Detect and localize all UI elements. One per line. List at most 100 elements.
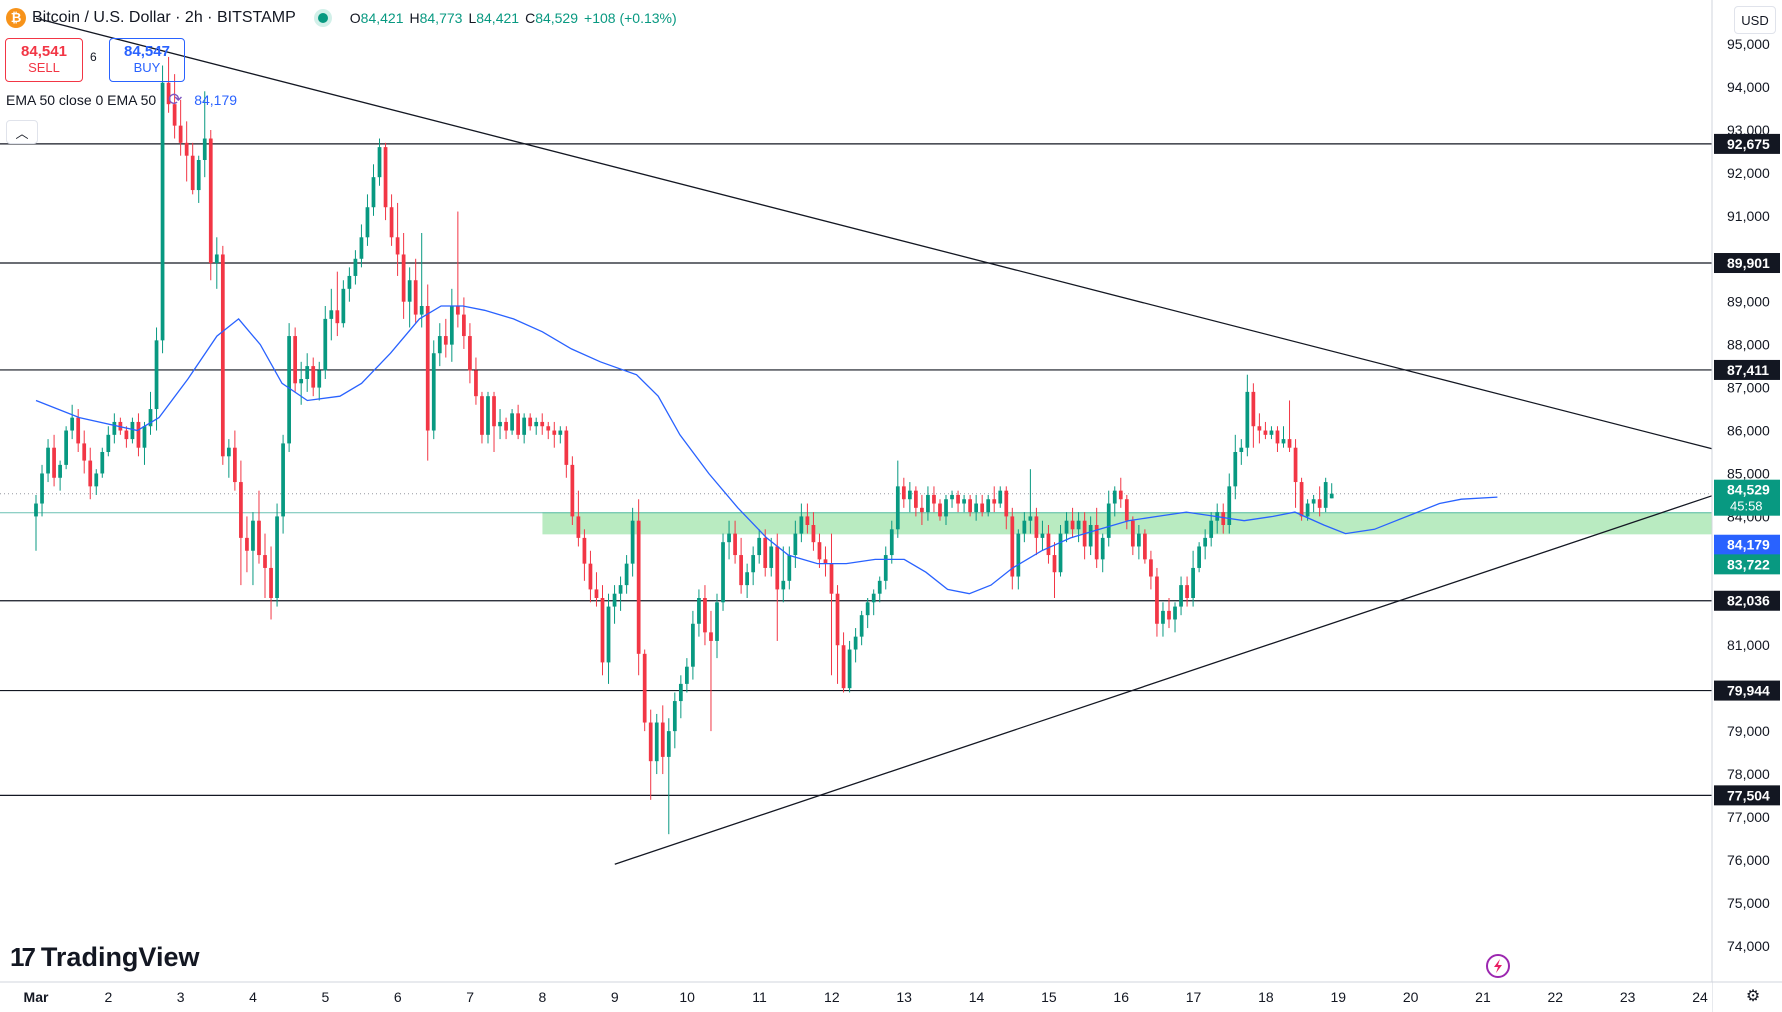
candle-body xyxy=(178,125,183,143)
candle-body xyxy=(100,452,105,474)
candle-body xyxy=(468,336,472,371)
candle-body xyxy=(1263,430,1268,435)
candle-body xyxy=(606,606,611,663)
candle-body xyxy=(757,537,762,556)
candle-body xyxy=(612,593,617,607)
candle-body xyxy=(540,421,545,427)
candle-body xyxy=(1058,533,1063,573)
level-price-tag xyxy=(1714,133,1780,154)
tradingview-logo[interactable]: 17 TradingView xyxy=(10,942,199,973)
candle-body xyxy=(1311,499,1316,504)
candle-body xyxy=(395,237,400,255)
candle-body xyxy=(1209,520,1214,538)
candle-body xyxy=(1299,482,1304,517)
price-tick-label: 87,000 xyxy=(1727,380,1770,396)
time-tick-label: 6 xyxy=(394,989,402,1005)
time-tick-label: 18 xyxy=(1258,989,1274,1005)
time-tick-label: 16 xyxy=(1113,989,1129,1005)
candle-body xyxy=(214,254,219,264)
zone-price-label: 83,722 xyxy=(1727,556,1770,572)
price-tick-label: 91,000 xyxy=(1727,208,1770,224)
candle-body xyxy=(371,177,376,208)
level-price-tag xyxy=(1714,253,1780,274)
candle-body xyxy=(1167,610,1171,620)
level-price-tag-label: 87,411 xyxy=(1727,362,1769,378)
bitcoin-logo-icon: ₿ xyxy=(6,8,26,28)
sell-button[interactable]: 84,541 SELL xyxy=(5,38,83,82)
candle-body xyxy=(823,559,828,564)
candle-body xyxy=(745,572,750,586)
candle-body xyxy=(329,310,334,319)
time-tick-label: 7 xyxy=(466,989,474,1005)
time-tick-label: 3 xyxy=(177,989,185,1005)
candle-body xyxy=(528,417,533,427)
candle-body xyxy=(245,537,249,551)
candle-body xyxy=(980,503,985,513)
ohlc-high: H84,773 xyxy=(409,10,463,26)
level-price-tag-label: 79,944 xyxy=(1727,683,1770,699)
price-tick-label: 76,000 xyxy=(1727,852,1770,868)
candle-body xyxy=(883,555,888,581)
symbol-title[interactable]: Bitcoin / U.S. Dollar · 2h · BITSTAMP xyxy=(32,9,296,26)
candle-body xyxy=(130,421,135,440)
candle-body xyxy=(546,426,551,431)
candle-body xyxy=(1046,533,1051,556)
time-tick-label: 8 xyxy=(539,989,547,1005)
candle-body xyxy=(889,529,894,556)
candle-body xyxy=(1185,585,1189,598)
candle-body xyxy=(1317,499,1322,508)
price-tick-label: 85,000 xyxy=(1727,465,1770,481)
candle-body xyxy=(443,336,448,345)
buy-label: BUY xyxy=(133,60,161,75)
candle-body xyxy=(630,520,635,564)
candle-body xyxy=(1143,533,1147,560)
candle-body xyxy=(1136,533,1141,547)
candle-body xyxy=(1305,503,1310,517)
candle-body xyxy=(594,589,599,598)
candle-body xyxy=(172,104,177,126)
candle-body xyxy=(1034,516,1039,538)
candle-body xyxy=(220,254,225,457)
candle-body xyxy=(160,82,165,341)
candle-body xyxy=(1040,533,1045,538)
candle-body xyxy=(1275,430,1280,444)
candle-body xyxy=(498,421,502,427)
time-tick-label: 12 xyxy=(824,989,840,1005)
candle-body xyxy=(926,494,930,513)
candle-body xyxy=(636,520,641,654)
live-status-icon xyxy=(317,13,328,23)
candle-body xyxy=(335,310,340,324)
settings-icon[interactable]: ⚙ xyxy=(1745,988,1761,1005)
refresh-icon[interactable]: ⟳ xyxy=(168,90,183,109)
candle-body xyxy=(365,207,370,238)
candle-body xyxy=(552,430,557,435)
candle-body xyxy=(1191,567,1195,598)
candle-body xyxy=(534,421,539,427)
time-tick-label: 21 xyxy=(1475,989,1491,1005)
ohlc-change: +108 (+0.13%) xyxy=(584,10,677,26)
candle-body xyxy=(58,464,62,478)
trendline xyxy=(35,17,1715,451)
candle-body xyxy=(257,520,261,556)
buy-button[interactable]: 84,547 BUY xyxy=(109,38,185,82)
candle-body xyxy=(871,593,876,603)
bar-countdown-label: 45:58 xyxy=(1730,499,1763,514)
candle-body xyxy=(431,353,436,431)
price-tick-label: 81,000 xyxy=(1727,637,1770,653)
candle-body xyxy=(642,653,647,723)
candle-body xyxy=(323,318,328,371)
candle-body xyxy=(998,490,1003,504)
tradingview-logo-icon: 17 xyxy=(10,942,36,972)
candle-body xyxy=(305,366,310,379)
ema-price-label: 84,179 xyxy=(1727,537,1770,553)
currency-button[interactable]: USD xyxy=(1734,6,1776,34)
candle-body xyxy=(148,409,153,427)
candle-body xyxy=(648,722,653,762)
chevron-up-icon[interactable]: ︿ xyxy=(6,120,38,144)
time-tick-label: 11 xyxy=(752,989,767,1005)
candle-body xyxy=(727,533,731,543)
candle-body xyxy=(956,494,960,504)
candle-body xyxy=(287,336,291,444)
indicator-legend[interactable]: EMA 50 close 0 EMA 50 ⟳ 84,179 xyxy=(6,91,237,109)
